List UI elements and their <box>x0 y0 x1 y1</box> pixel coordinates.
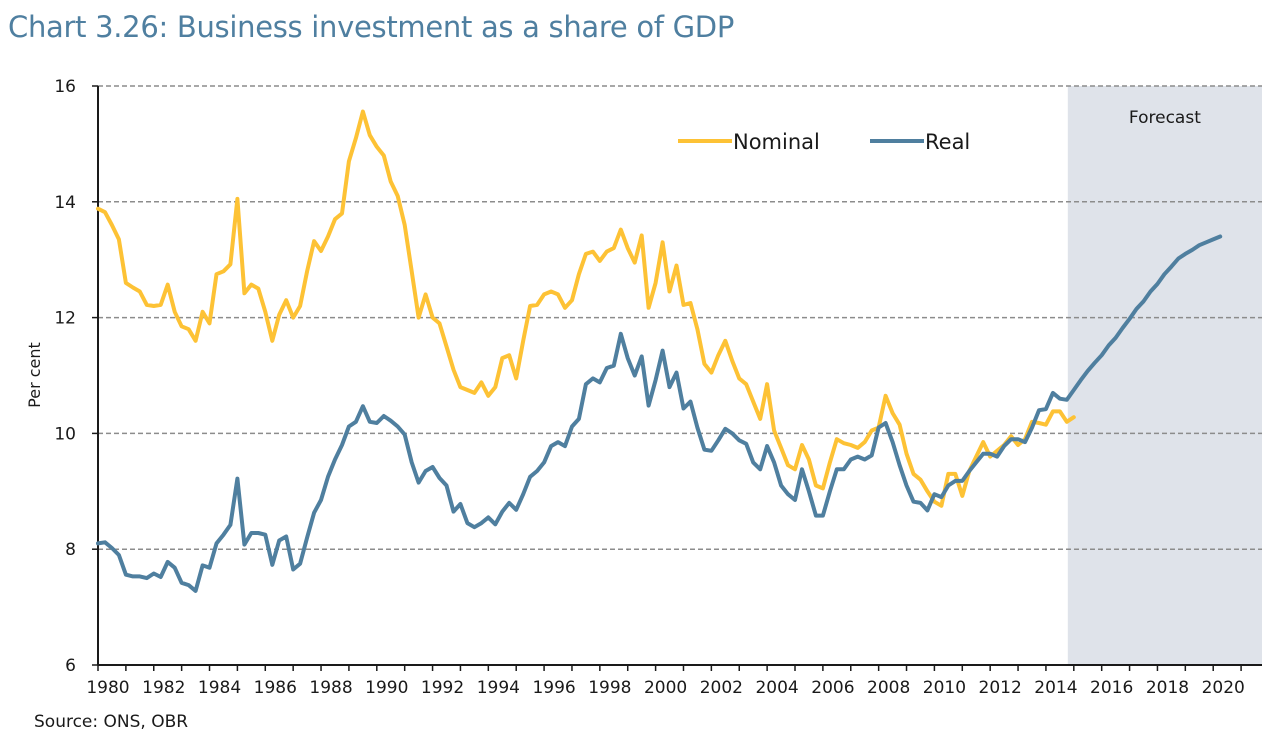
y-tick-label: 10 <box>54 424 76 444</box>
x-tick-label: 2000 <box>644 678 687 698</box>
y-tick-label: 12 <box>54 309 76 329</box>
x-tick-label: 1996 <box>532 678 575 698</box>
x-tick-label: 2004 <box>755 678 798 698</box>
x-tick-label: 1984 <box>198 678 241 698</box>
x-tick-label: 2014 <box>1034 678 1077 698</box>
series-line-real <box>96 234 1223 593</box>
x-tick-label: 1998 <box>588 678 631 698</box>
chart-title: Chart 3.26: Business investment as a sha… <box>8 10 735 44</box>
legend-label-real: Real <box>925 130 970 154</box>
forecast-region <box>1067 86 1262 665</box>
x-tick-label: 1986 <box>254 678 297 698</box>
series-line-nominal <box>96 109 1076 508</box>
x-tick-label: 2008 <box>867 678 910 698</box>
y-axis-label: Per cent <box>25 342 44 408</box>
x-tick-label: 2002 <box>700 678 743 698</box>
x-tick-label: 1982 <box>142 678 185 698</box>
y-tick-label: 16 <box>54 77 76 97</box>
y-tick-label: 8 <box>65 540 76 560</box>
y-tick-label: 6 <box>65 656 76 676</box>
x-tick-label: 1980 <box>86 678 129 698</box>
x-tick-label: 2016 <box>1090 678 1133 698</box>
x-tick-label: 2010 <box>923 678 966 698</box>
forecast-label: Forecast <box>1129 108 1201 128</box>
x-tick-label: 2020 <box>1202 678 1245 698</box>
x-tick-label: 2012 <box>979 678 1022 698</box>
y-tick-label: 14 <box>54 193 76 213</box>
x-tick-label: 2006 <box>811 678 854 698</box>
x-tick-label: 2018 <box>1146 678 1189 698</box>
x-tick-label: 1990 <box>365 678 408 698</box>
x-tick-label: 1992 <box>421 678 464 698</box>
x-tick-label: 1994 <box>477 678 520 698</box>
source-note: Source: ONS, OBR <box>34 712 189 732</box>
legend-label-nominal: Nominal <box>733 130 820 154</box>
x-tick-label: 1988 <box>309 678 352 698</box>
